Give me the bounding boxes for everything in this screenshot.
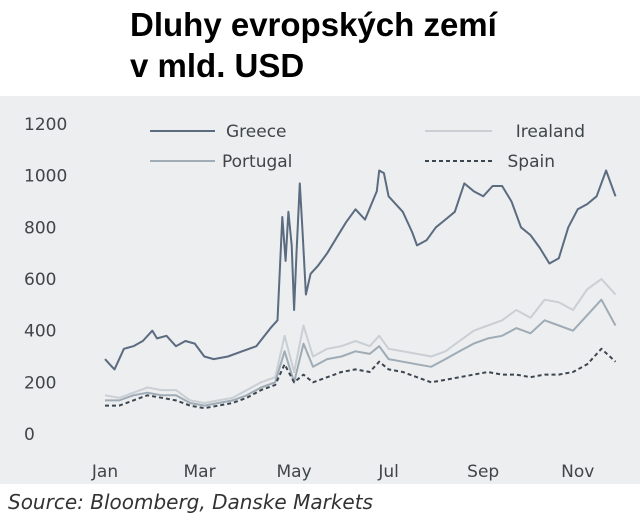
source-note: Source: Bloomberg, Danske Markets — [8, 490, 373, 514]
y-tick-label-1200: 1200 — [24, 115, 67, 135]
x-tick-label-nov: Nov — [561, 462, 594, 482]
chart-title: Dluhy evropských zemí v mld. USD — [130, 4, 497, 86]
legend-label-spain: Spain — [508, 152, 556, 172]
series-line-irealand — [104, 278, 617, 404]
y-tick-label-200: 200 — [24, 373, 56, 393]
y-tick-label-800: 800 — [24, 218, 56, 238]
x-tick-label-jul: Jul — [377, 462, 399, 482]
line-chart: 0 200 400 600 800 1000 1200 Jan Mar May Jul Sep Nov G… — [24, 115, 617, 482]
series-line-greece — [104, 169, 617, 371]
x-tick-label-jan: Jan — [91, 462, 118, 482]
y-tick-label-0: 0 — [24, 425, 35, 445]
legend-label-portugal: Portugal — [222, 152, 292, 172]
series-line-portugal — [105, 298, 617, 407]
series-line-spain — [105, 347, 617, 410]
y-tick-label-400: 400 — [24, 322, 56, 342]
x-tick-label-may: May — [277, 462, 312, 482]
x-tick-label-mar: Mar — [184, 462, 216, 482]
y-tick-label-1000: 1000 — [24, 167, 67, 187]
legend-label-greece: Greece — [226, 122, 287, 142]
y-tick-label-600: 600 — [24, 270, 56, 290]
x-tick-label-sep: Sep — [467, 462, 499, 482]
legend-label-irealand: Irealand — [516, 122, 585, 142]
plot-panel: 0 200 400 600 800 1000 1200 Jan Mar May Jul Sep Nov G… — [0, 96, 640, 484]
chart-title-line1: Dluhy evropských zemí — [130, 6, 497, 43]
chart-title-line2: v mld. USD — [130, 47, 305, 84]
